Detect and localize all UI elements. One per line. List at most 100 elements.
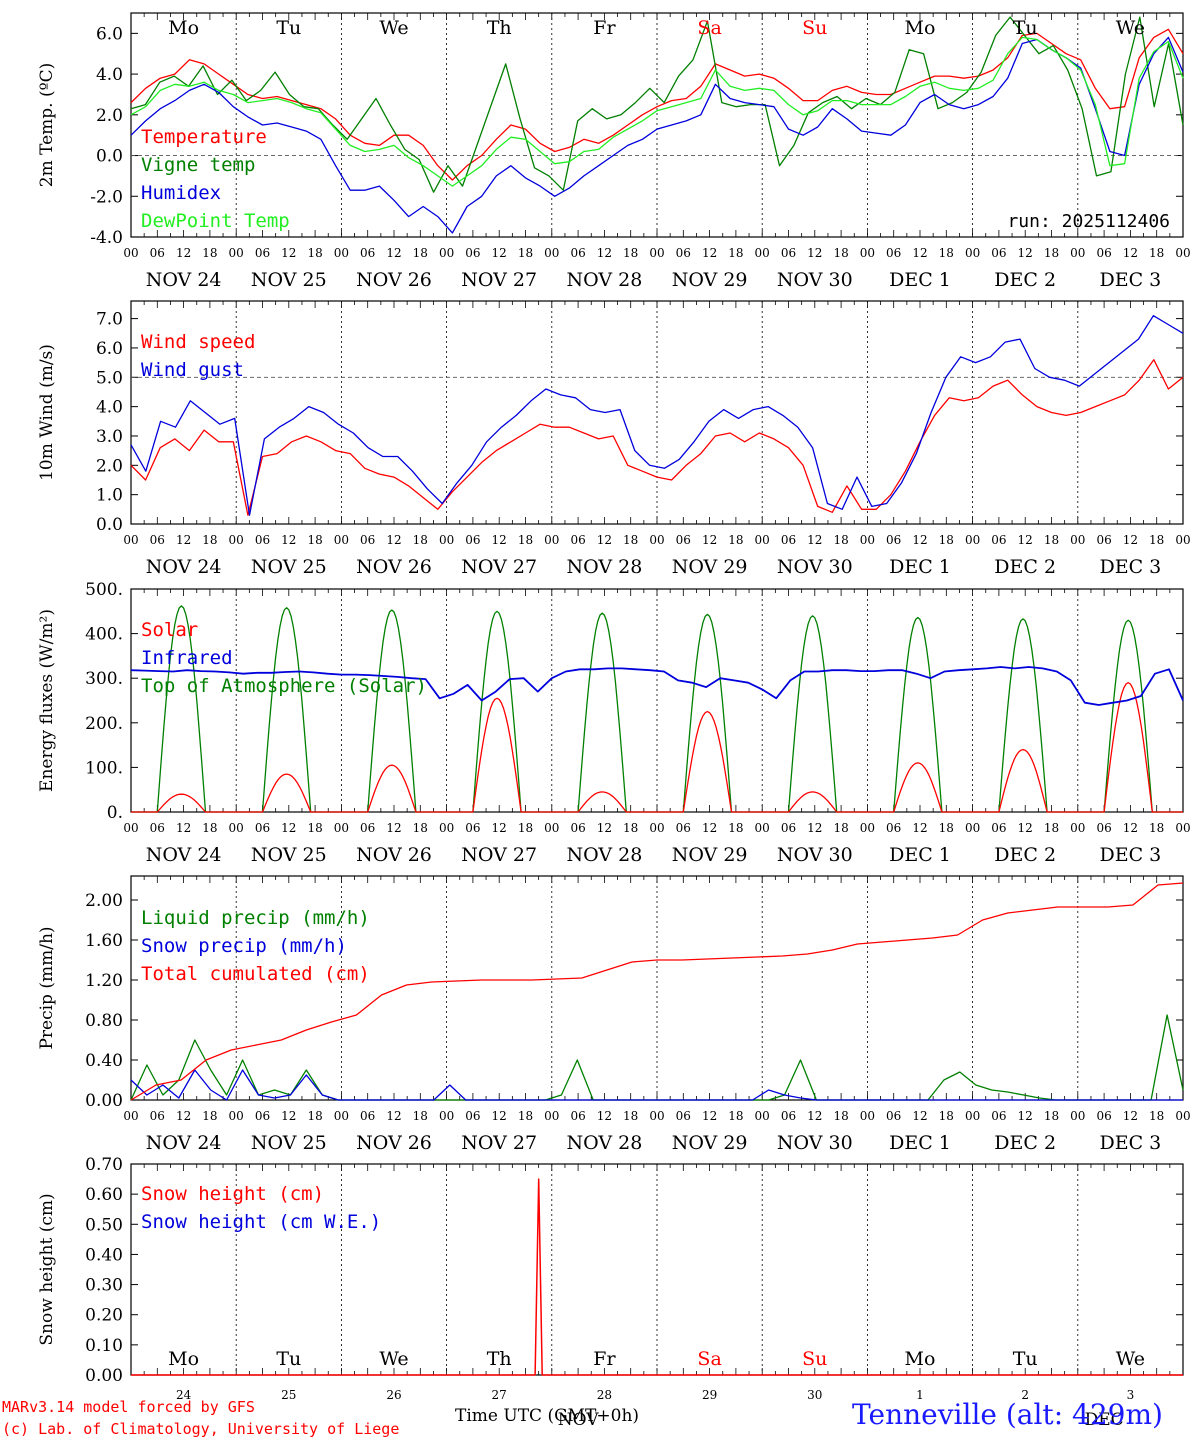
date-label: NOV 29 — [672, 556, 748, 578]
hour-label: 12 — [1018, 1109, 1033, 1123]
hour-label: 00 — [439, 821, 454, 835]
y-tick-label: 7.0 — [96, 310, 123, 330]
date-label: DEC 3 — [1100, 556, 1162, 578]
legend-dewpoint-temp: DewPoint Temp — [141, 210, 290, 232]
hour-label: 06 — [465, 821, 480, 835]
hour-label: 06 — [781, 533, 796, 547]
hour-label: 06 — [781, 246, 796, 260]
weekday-label: Su — [802, 17, 827, 39]
panel-precip-y-title: Precip (mm/h) — [37, 926, 57, 1049]
hour-label: 12 — [492, 821, 507, 835]
weekday-label: Tu — [276, 17, 301, 39]
hour-label: 18 — [833, 821, 848, 835]
line-snow-precip-mm-h — [130, 1069, 1183, 1101]
hour-label: 12 — [1123, 533, 1138, 547]
hour-label: 00 — [334, 821, 349, 835]
weekday-label: Mo — [168, 17, 199, 39]
legend-infrared: Infrared — [141, 647, 233, 669]
date-label: DEC 2 — [994, 844, 1056, 866]
hour-label: 00 — [439, 246, 454, 260]
hour-label: 12 — [597, 246, 612, 260]
hour-label: 18 — [1149, 533, 1164, 547]
y-tick-label: 3.0 — [96, 427, 123, 447]
hour-label: 18 — [202, 1109, 217, 1123]
station-label: Tenneville (alt: 429m) — [852, 1398, 1163, 1431]
date-label: NOV 26 — [356, 269, 432, 291]
hour-label: 18 — [202, 821, 217, 835]
date-label: DEC 2 — [994, 269, 1056, 291]
hour-label: 00 — [334, 1109, 349, 1123]
y-tick-label: 2.00 — [85, 891, 123, 911]
legend-total-cumulated-cm: Total cumulated (cm) — [141, 963, 370, 985]
hour-label: 12 — [386, 1109, 401, 1123]
hour-label: 12 — [386, 533, 401, 547]
hour-label: 00 — [1070, 821, 1085, 835]
hour-label: 06 — [570, 821, 585, 835]
hour-label: 18 — [1044, 246, 1059, 260]
weekday-label: Sa — [697, 1348, 721, 1370]
y-tick-label: 100. — [85, 758, 123, 778]
weekday-label: Su — [802, 1348, 827, 1370]
hour-label: 12 — [492, 246, 507, 260]
date-number: 2 — [1021, 1388, 1029, 1402]
legend-humidex: Humidex — [141, 182, 221, 204]
hour-label: 06 — [676, 821, 691, 835]
hour-label: 00 — [1070, 1109, 1085, 1123]
x-axis-title: Time UTC (GMT+0h) — [455, 1406, 640, 1426]
hour-label: 00 — [965, 246, 980, 260]
date-label: NOV 27 — [461, 556, 537, 578]
date-label: NOV 27 — [461, 844, 537, 866]
weekday-label: Tu — [1013, 1348, 1038, 1370]
line-top-of-atmosphere-solar — [131, 605, 1183, 813]
hour-label: 18 — [413, 533, 428, 547]
hour-label: 00 — [755, 821, 770, 835]
hour-label: 18 — [833, 1109, 848, 1123]
hour-label: 12 — [702, 246, 717, 260]
y-tick-label: 6.0 — [96, 24, 123, 44]
y-tick-label: 0.70 — [85, 1155, 123, 1175]
hour-label: 06 — [570, 246, 585, 260]
hour-label: 12 — [912, 533, 927, 547]
hour-label: 12 — [1123, 1109, 1138, 1123]
date-label: DEC 3 — [1100, 1132, 1162, 1154]
hour-label: 18 — [518, 821, 533, 835]
y-tick-label: 0.50 — [85, 1215, 123, 1235]
hour-label: 06 — [150, 533, 165, 547]
date-label: NOV 27 — [461, 269, 537, 291]
y-tick-label: -2.0 — [90, 187, 123, 207]
hour-label: 00 — [1175, 1109, 1190, 1123]
date-label: NOV 30 — [777, 844, 853, 866]
hour-label: 18 — [202, 533, 217, 547]
date-number: 1 — [916, 1388, 924, 1402]
hour-label: 12 — [281, 1109, 296, 1123]
hour-label: 06 — [886, 1109, 901, 1123]
hour-label: 18 — [1044, 821, 1059, 835]
hour-label: 06 — [676, 1109, 691, 1123]
date-label: DEC 1 — [889, 1132, 951, 1154]
weekday-label: Mo — [168, 1348, 199, 1370]
hour-label: 00 — [334, 246, 349, 260]
hour-label: 06 — [360, 533, 375, 547]
hour-label: 00 — [649, 246, 664, 260]
hour-label: 06 — [781, 1109, 796, 1123]
hour-label: 12 — [702, 533, 717, 547]
hour-label: 12 — [702, 821, 717, 835]
model-credit: MARv3.14 model forced by GFS — [2, 1398, 255, 1416]
hour-label: 06 — [886, 533, 901, 547]
hour-label: 06 — [991, 246, 1006, 260]
hour-label: 00 — [755, 1109, 770, 1123]
hour-label: 00 — [1175, 821, 1190, 835]
hour-label: 12 — [1123, 821, 1138, 835]
month-label: NOV — [558, 1410, 600, 1430]
hour-label: 00 — [860, 821, 875, 835]
hour-label: 18 — [1044, 533, 1059, 547]
hour-label: 00 — [860, 533, 875, 547]
weekday-label: Tu — [1013, 17, 1038, 39]
y-tick-label: 300. — [85, 669, 123, 689]
line-total-cumulated-cm — [130, 882, 1184, 1101]
hour-label: 18 — [1149, 246, 1164, 260]
hour-label: 18 — [939, 1109, 954, 1123]
hour-label: 06 — [150, 1109, 165, 1123]
hour-label: 06 — [886, 246, 901, 260]
hour-label: 00 — [860, 1109, 875, 1123]
